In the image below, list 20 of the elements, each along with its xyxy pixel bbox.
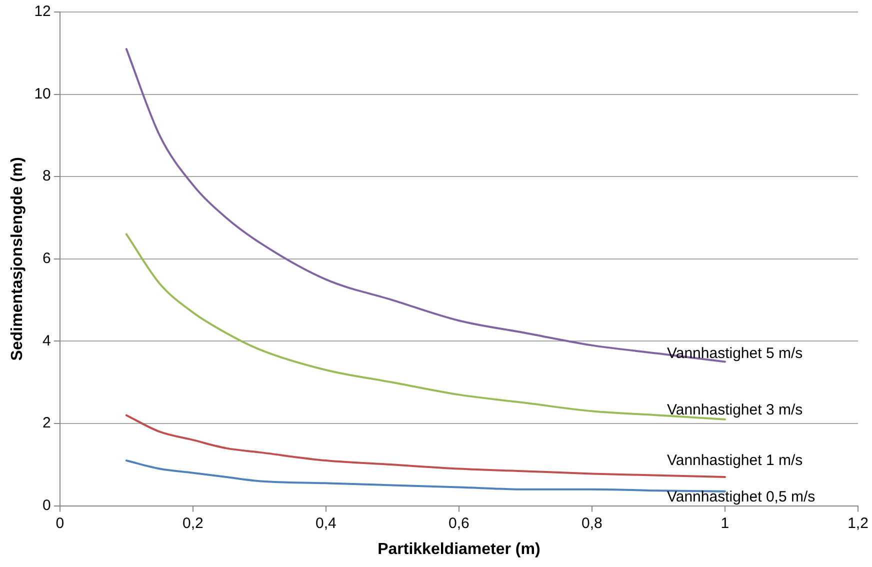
y-tick-label: 8 bbox=[42, 168, 51, 185]
x-tick-label: 1,2 bbox=[848, 514, 868, 532]
series-label: Vannhastighet 5 m/s bbox=[666, 344, 803, 362]
y-axis-title: Sedimentasjonslengde (m) bbox=[9, 157, 26, 361]
x-axis-title: Partikkeldiameter (m) bbox=[378, 540, 540, 558]
y-tick-label: 2 bbox=[42, 414, 51, 432]
x-tick-label: 0,8 bbox=[582, 514, 602, 532]
x-tick-label: 0 bbox=[56, 514, 64, 532]
y-tick-label: 12 bbox=[34, 3, 51, 20]
series-label: Vannhastighet 3 m/s bbox=[666, 402, 803, 419]
x-tick-label: 0,4 bbox=[315, 514, 336, 532]
y-tick-label: 0 bbox=[42, 496, 51, 514]
x-tick-label: 1 bbox=[720, 514, 730, 532]
y-tick-label: 6 bbox=[42, 250, 51, 268]
y-tick-label: 10 bbox=[34, 85, 51, 102]
x-tick-label: 0,2 bbox=[182, 514, 204, 532]
series-label: Vannhastighet 0,5 m/s bbox=[666, 488, 816, 506]
x-tick-label: 0,6 bbox=[448, 514, 470, 532]
series-label: Vannhastighet 1 m/s bbox=[666, 452, 803, 470]
y-tick-label: 4 bbox=[42, 332, 51, 350]
